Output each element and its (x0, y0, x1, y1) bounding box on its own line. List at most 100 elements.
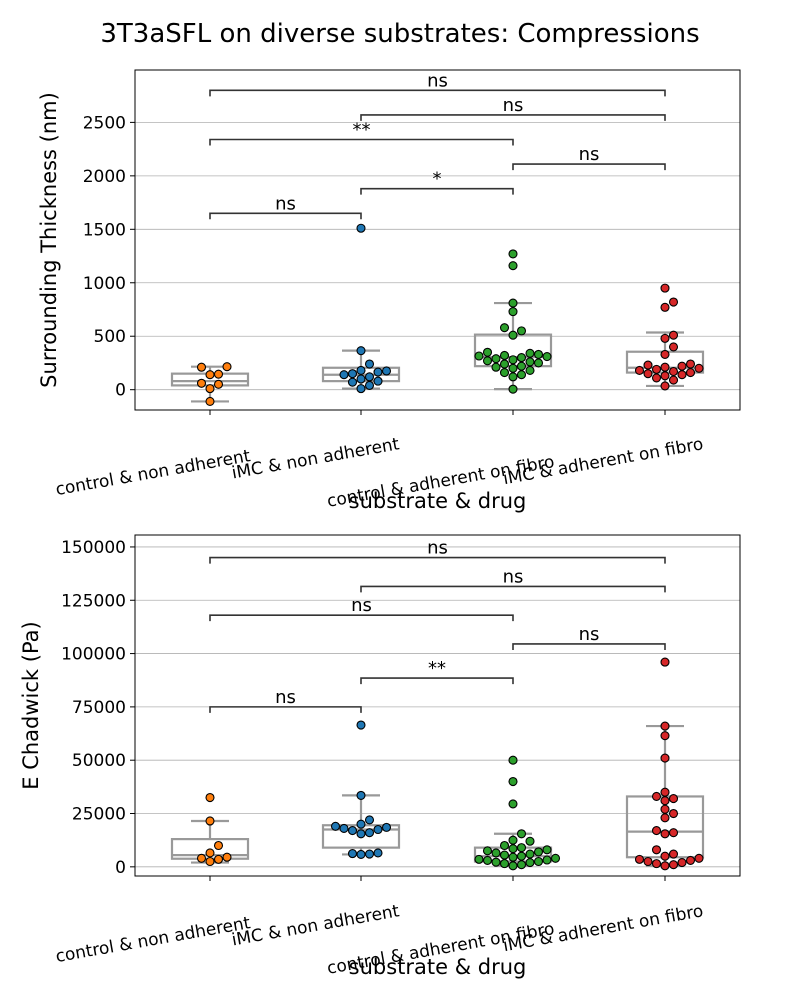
data-point (525, 357, 535, 367)
data-point (516, 829, 527, 839)
data-point (213, 854, 224, 864)
data-point (508, 844, 518, 854)
y-tick-label: 500 (94, 327, 126, 347)
data-point (516, 843, 527, 853)
data-point (508, 852, 518, 862)
data-point (356, 346, 366, 356)
significance-label: * (433, 169, 442, 190)
data-point (356, 365, 366, 375)
data-point (508, 261, 518, 271)
data-point (356, 819, 366, 829)
data-point (508, 835, 518, 845)
y-tick-label: 0 (115, 858, 126, 878)
data-point (668, 794, 679, 804)
y-tick-label: 150000 (61, 538, 126, 558)
data-point (364, 380, 375, 390)
data-point (213, 369, 224, 379)
data-point (643, 856, 653, 867)
data-point (339, 823, 349, 833)
data-point (668, 375, 679, 385)
data-point (339, 370, 349, 380)
data-point (373, 367, 383, 377)
data-point (634, 854, 645, 864)
data-point (347, 826, 358, 836)
x-tick-label: iMC & non adherent (230, 434, 401, 483)
significance-label: ns (503, 566, 524, 587)
data-point (685, 855, 696, 865)
y-tick-label: 75000 (72, 698, 126, 718)
data-point (660, 861, 670, 871)
data-point (643, 369, 653, 379)
data-point (677, 858, 687, 868)
data-point (508, 776, 518, 787)
data-point (668, 808, 679, 819)
data-point (356, 790, 366, 800)
y-tick-label: 50000 (72, 751, 126, 771)
data-point (668, 330, 679, 340)
significance-bracket (209, 212, 362, 220)
data-point (668, 297, 679, 307)
x-tick-label: control & non adherent (54, 446, 252, 500)
data-point (660, 349, 670, 359)
data-point (491, 354, 501, 364)
data-point (668, 366, 679, 377)
data-point (364, 815, 375, 825)
data-point (205, 792, 215, 803)
data-point (330, 821, 341, 831)
significance-label: ** (428, 658, 446, 679)
data-point (533, 847, 544, 857)
y-tick-label: 1000 (83, 274, 126, 294)
data-point (474, 854, 484, 864)
x-axis-label: substrate & drug (349, 955, 527, 979)
plot-frame (134, 69, 741, 411)
data-point (542, 855, 552, 865)
data-point (381, 366, 392, 376)
data-point (525, 836, 535, 846)
data-point (677, 361, 687, 371)
data-point (651, 364, 662, 374)
data-point (356, 829, 366, 839)
significance-bracket (512, 643, 666, 650)
significance-bracket (360, 114, 666, 121)
data-point (516, 860, 527, 870)
chart-panel-1: 0 500 1000 1500 2000 2500 control & non adhere… (37, 69, 741, 513)
data-point (482, 846, 493, 856)
significance-bracket (209, 89, 666, 97)
data-point (516, 851, 527, 861)
data-point (491, 857, 501, 867)
data-point (499, 840, 510, 851)
data-point (660, 333, 670, 343)
data-point (499, 850, 510, 860)
data-point (205, 370, 215, 380)
significance-label: ns (351, 595, 372, 616)
data-point (525, 858, 535, 868)
data-point (516, 353, 527, 363)
y-tick-label: 1500 (83, 220, 126, 240)
data-point (491, 362, 501, 372)
data-point (660, 731, 670, 741)
data-point (205, 396, 215, 406)
data-point (643, 360, 653, 370)
data-point (694, 853, 704, 863)
y-tick-label: 2000 (83, 167, 126, 187)
data-point (660, 796, 670, 806)
x-tick-label: control & non adherent (54, 913, 252, 967)
data-point (660, 787, 670, 797)
data-point (205, 848, 215, 858)
data-point (364, 372, 375, 382)
data-point (205, 856, 215, 867)
data-point (474, 351, 484, 361)
data-point (516, 326, 527, 336)
significance-bracket (512, 163, 666, 171)
significance-bracket (209, 556, 666, 564)
data-point (356, 374, 366, 384)
data-point (347, 369, 358, 379)
y-tick-label: 25000 (72, 805, 126, 825)
data-point (525, 849, 535, 859)
data-point (499, 859, 510, 869)
data-point (222, 362, 232, 372)
data-point (525, 365, 535, 375)
y-tick-label: 2500 (83, 113, 126, 133)
data-point (499, 350, 510, 361)
